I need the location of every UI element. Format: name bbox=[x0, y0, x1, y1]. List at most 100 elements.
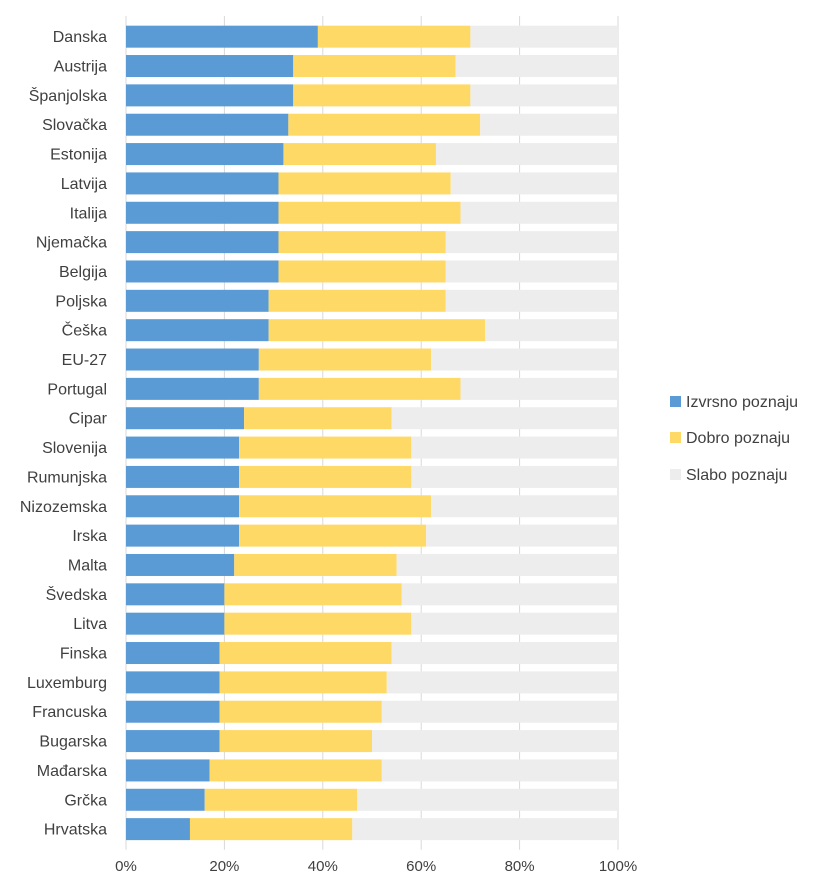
bar-segment-slabo bbox=[470, 25, 618, 48]
bar-segment-slabo bbox=[431, 348, 618, 371]
bar-segment-izvrsno bbox=[126, 642, 220, 665]
category-labels: Danska Austrija Španjolska Slovačka Estonija… bbox=[20, 29, 108, 838]
legend: Izvrsno poznaju Dobro poznaju Slabo poznaj… bbox=[670, 394, 798, 484]
category-label: Belgija bbox=[59, 264, 107, 281]
bar-segment-dobro bbox=[268, 319, 486, 342]
bar-segment-slabo bbox=[381, 759, 618, 782]
category-label: Cipar bbox=[69, 411, 108, 428]
bar-segment-slabo bbox=[411, 612, 618, 635]
bar-segment-izvrsno bbox=[126, 348, 259, 371]
category-label: Rumunjska bbox=[27, 469, 107, 486]
bar-segment-izvrsno bbox=[126, 524, 240, 547]
bar-segment-slabo bbox=[450, 172, 618, 195]
category-label: Finska bbox=[60, 646, 107, 663]
category-label: Grčka bbox=[64, 792, 107, 809]
bar-segment-slabo bbox=[411, 465, 618, 488]
bar-segment-izvrsno bbox=[126, 495, 240, 518]
legend-label: Dobro poznaju bbox=[686, 430, 790, 447]
bar-segment-izvrsno bbox=[126, 465, 240, 488]
bar-segment-slabo bbox=[460, 377, 618, 400]
category-label: Slovačka bbox=[42, 117, 107, 134]
bar-segment-slabo bbox=[411, 436, 618, 459]
gridlines bbox=[125, 16, 619, 850]
bar-segment-slabo bbox=[445, 231, 618, 254]
category-label: Mađarska bbox=[37, 763, 107, 780]
x-tick-label: 80% bbox=[505, 858, 535, 875]
bar-segment-izvrsno bbox=[126, 436, 240, 459]
bar-segment-izvrsno bbox=[126, 788, 205, 811]
bar-segment-izvrsno bbox=[126, 612, 225, 635]
x-tick-label: 100% bbox=[599, 858, 637, 875]
bar-segment-izvrsno bbox=[126, 759, 210, 782]
bar-segment-dobro bbox=[239, 495, 432, 518]
bar-segment-dobro bbox=[209, 759, 382, 782]
bar-segment-izvrsno bbox=[126, 143, 284, 166]
category-label: Portugal bbox=[47, 381, 107, 398]
bar-segment-dobro bbox=[283, 143, 436, 166]
legend-swatch bbox=[670, 396, 681, 407]
legend-swatch bbox=[670, 432, 681, 443]
bar-segment-dobro bbox=[258, 348, 432, 371]
bar-segment-dobro bbox=[293, 84, 471, 107]
bar-segment-dobro bbox=[234, 553, 397, 576]
bar-segment-slabo bbox=[396, 553, 618, 576]
bar-segment-slabo bbox=[470, 84, 618, 107]
bar-segment-slabo bbox=[445, 260, 618, 283]
bar-segment-dobro bbox=[278, 201, 461, 224]
bar-segment-dobro bbox=[268, 289, 446, 312]
bar-segment-dobro bbox=[258, 377, 461, 400]
bar-segment-izvrsno bbox=[126, 231, 279, 254]
bar-segment-izvrsno bbox=[126, 289, 269, 312]
bar-segment-izvrsno bbox=[126, 700, 220, 723]
bar-segment-izvrsno bbox=[126, 25, 318, 48]
bar-segment-slabo bbox=[460, 201, 618, 224]
bar-segment-izvrsno bbox=[126, 84, 294, 107]
category-label: Malta bbox=[68, 557, 107, 574]
bar-segment-slabo bbox=[381, 700, 618, 723]
bar-segment-slabo bbox=[485, 319, 618, 342]
legend-swatch bbox=[670, 469, 681, 480]
bar-segment-izvrsno bbox=[126, 55, 294, 78]
bar-segment-dobro bbox=[293, 55, 456, 78]
category-label: Hrvatska bbox=[44, 822, 107, 839]
bar-segment-dobro bbox=[288, 113, 481, 136]
category-label: Italija bbox=[70, 205, 107, 222]
bar-segment-dobro bbox=[317, 25, 471, 48]
bar-segment-izvrsno bbox=[126, 172, 279, 195]
bar-segment-dobro bbox=[239, 524, 427, 547]
bars bbox=[126, 25, 618, 841]
bar-segment-dobro bbox=[219, 700, 382, 723]
bar-segment-dobro bbox=[239, 436, 412, 459]
bar-segment-izvrsno bbox=[126, 407, 245, 430]
category-label: Danska bbox=[53, 29, 107, 46]
bar-segment-dobro bbox=[278, 172, 451, 195]
bar-segment-slabo bbox=[357, 788, 618, 811]
bar-segment-izvrsno bbox=[126, 553, 235, 576]
category-label: Luxemburg bbox=[27, 675, 107, 692]
bar-segment-izvrsno bbox=[126, 319, 269, 342]
legend-label: Slabo poznaju bbox=[686, 467, 787, 484]
bar-segment-slabo bbox=[480, 113, 618, 136]
bar-segment-slabo bbox=[431, 495, 618, 518]
category-label: Francuska bbox=[32, 704, 107, 721]
bar-segment-dobro bbox=[278, 260, 446, 283]
bar-segment-izvrsno bbox=[126, 377, 259, 400]
bar-segment-dobro bbox=[219, 671, 387, 694]
bar-segment-izvrsno bbox=[126, 260, 279, 283]
category-label: Njemačka bbox=[36, 235, 107, 252]
bar-segment-slabo bbox=[445, 289, 618, 312]
bar-segment-slabo bbox=[372, 730, 618, 753]
bar-segment-slabo bbox=[352, 818, 618, 841]
bar-segment-dobro bbox=[244, 407, 392, 430]
category-label: Latvija bbox=[61, 176, 107, 193]
x-tick-labels: 0% 20% 40% 60% 80% 100% bbox=[115, 858, 637, 875]
bar-segment-slabo bbox=[426, 524, 618, 547]
bar-segment-slabo bbox=[391, 407, 618, 430]
bar-segment-dobro bbox=[189, 818, 353, 841]
bar-segment-izvrsno bbox=[126, 201, 279, 224]
x-tick-label: 60% bbox=[406, 858, 436, 875]
bar-segment-izvrsno bbox=[126, 113, 289, 136]
bar-segment-slabo bbox=[435, 143, 618, 166]
x-tick-label: 40% bbox=[308, 858, 338, 875]
